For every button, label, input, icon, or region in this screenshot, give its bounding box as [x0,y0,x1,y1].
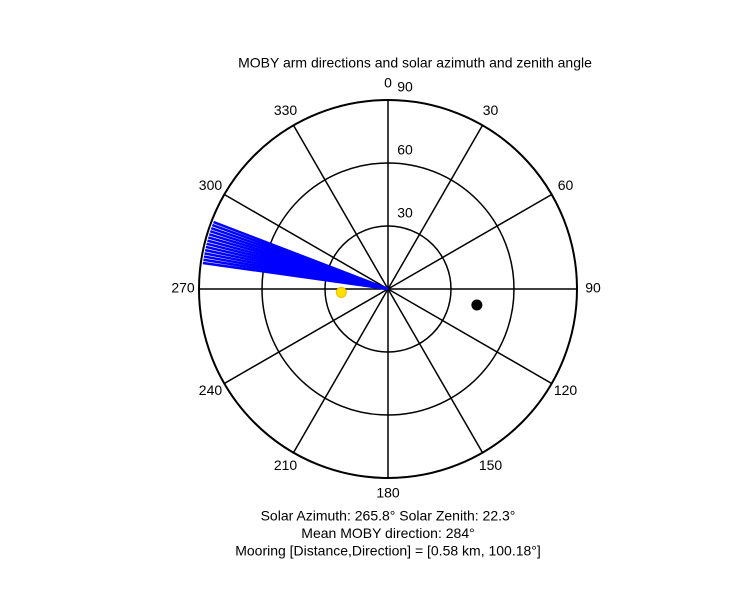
r-tick-label: 90 [397,79,413,95]
radial-line [223,288,389,385]
angle-label: 150 [479,457,503,473]
angle-label: 60 [558,177,574,193]
angle-label: 90 [585,280,601,296]
radial-line [223,193,389,290]
angle-label: 180 [376,485,400,501]
chart-title: MOBY arm directions and solar azimuth an… [238,55,592,71]
angle-label: 30 [483,102,499,118]
caption: Mooring [Distance,Direction] = [0.58 km,… [235,543,541,559]
arm-direction [213,220,389,291]
radial-line [387,193,553,290]
caption: Solar Azimuth: 265.8° Solar Zenith: 22.3… [261,508,516,524]
radial-line [292,288,389,454]
r-tick-label: 60 [397,142,413,158]
caption: Mean MOBY direction: 284° [301,525,474,541]
radial-line [387,288,484,454]
radial-line [387,124,484,290]
angle-label: 240 [199,382,223,398]
angle-label: 270 [171,280,195,296]
angle-label: 330 [274,102,298,118]
radial-line [292,124,389,290]
angle-label: 0 [384,75,392,91]
angle-label: 120 [554,382,578,398]
angle-label: 300 [199,177,223,193]
r-tick-label: 30 [397,205,413,221]
angle-label: 210 [274,457,298,473]
radial-line [387,288,553,385]
mooring-position [471,299,483,311]
solar-position [335,286,347,298]
